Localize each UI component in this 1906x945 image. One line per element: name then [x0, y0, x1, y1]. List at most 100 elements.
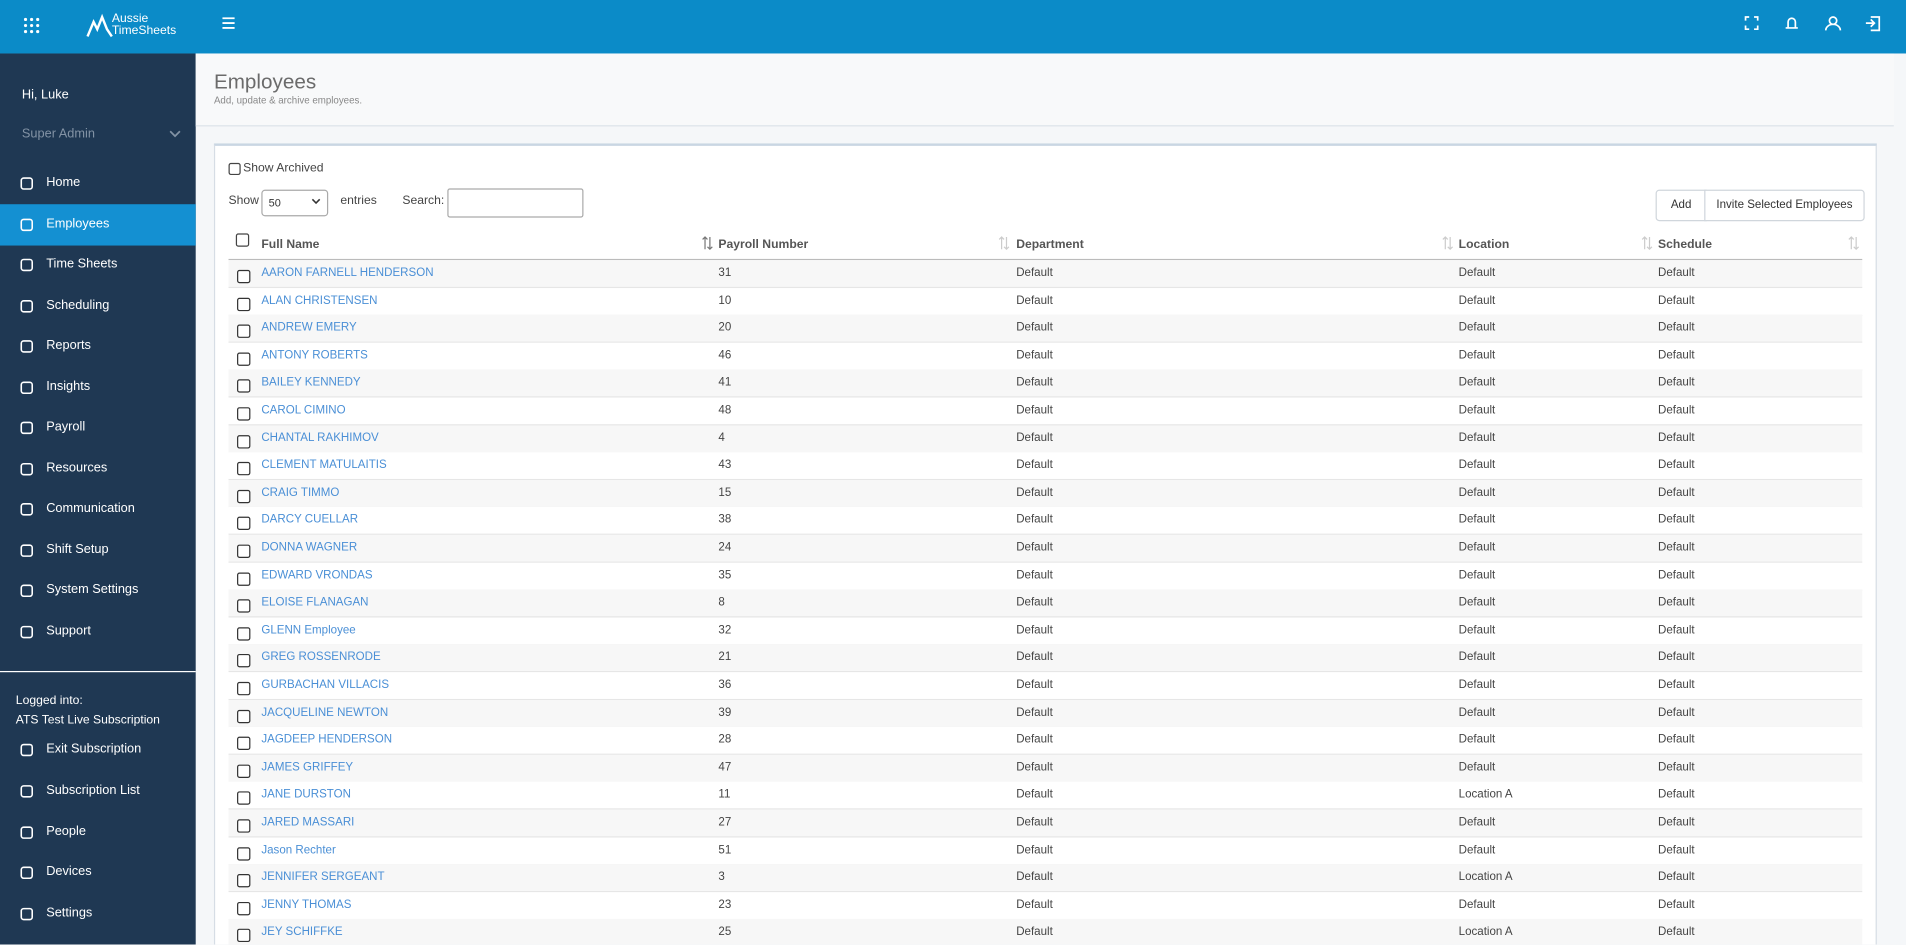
employee-link[interactable]: JENNY THOMAS	[261, 898, 352, 912]
show-archived-label[interactable]: Show Archived	[243, 161, 324, 176]
cell: Default	[1658, 733, 1695, 747]
employee-link[interactable]: GREG ROSSENRODE	[261, 650, 381, 665]
row-checkbox[interactable]	[237, 379, 251, 394]
row-checkbox[interactable]	[237, 626, 251, 641]
nav-icon	[20, 421, 34, 435]
row-checkbox[interactable]	[237, 681, 251, 696]
employee-link[interactable]: CAROL CIMINO	[261, 403, 346, 417]
nav-item[interactable]: Subscription List	[46, 782, 140, 798]
employee-link[interactable]: GLENN Employee	[261, 623, 356, 637]
role-select[interactable]: Super Admin	[21, 126, 95, 142]
row-checkbox[interactable]	[237, 874, 251, 888]
row-checkbox[interactable]	[237, 901, 251, 916]
sort-icon[interactable]	[998, 236, 1010, 251]
invite-button[interactable]: Invite Selected Employees	[1704, 189, 1865, 222]
employee-link[interactable]: JAGDEEP HENDERSON	[261, 733, 393, 747]
employee-link[interactable]: CHANTAL RAKHIMOV	[261, 431, 379, 445]
select-all-checkbox[interactable]	[235, 233, 250, 247]
row-checkbox[interactable]	[237, 846, 251, 861]
employee-link[interactable]: AARON FARNELL HENDERSON	[261, 266, 434, 280]
employee-link[interactable]: JENNIFER SERGEANT	[261, 870, 385, 884]
row-checkbox[interactable]	[237, 791, 251, 806]
row-checkbox[interactable]	[237, 462, 251, 476]
nav-item[interactable]: Scheduling	[46, 297, 110, 312]
employee-link[interactable]: ALAN CHRISTENSEN	[261, 293, 378, 308]
employee-link[interactable]: JEY SCHIFFKE	[261, 925, 343, 939]
cell: Default	[1016, 843, 1053, 857]
employee-link[interactable]: DONNA WAGNER	[261, 540, 358, 555]
logo[interactable]: Aussie TimeSheets	[111, 12, 177, 38]
top-icons[interactable]	[1744, 16, 1890, 33]
column-header[interactable]: Location	[1458, 238, 1510, 252]
nav-item[interactable]: Exit Subscription	[46, 741, 142, 757]
apps-icon[interactable]	[23, 17, 40, 34]
column-header[interactable]: Schedule	[1658, 238, 1713, 252]
employee-link[interactable]: JARED MASSARI	[261, 815, 355, 830]
add-button[interactable]: Add	[1655, 189, 1707, 222]
sort-icon[interactable]	[1442, 236, 1454, 251]
nav-item[interactable]: Resources	[46, 460, 108, 475]
nav-item[interactable]: Settings	[46, 905, 93, 921]
row-checkbox[interactable]	[237, 297, 251, 311]
row-checkbox[interactable]	[237, 599, 251, 613]
row-bg	[228, 534, 1863, 563]
row-checkbox[interactable]	[237, 572, 251, 586]
nav-item[interactable]: People	[46, 823, 86, 839]
employee-link[interactable]: DARCY CUELLAR	[261, 513, 359, 527]
employee-link[interactable]: JANE DURSTON	[261, 788, 351, 802]
cell: Default	[1458, 266, 1496, 280]
cell: Default	[1658, 321, 1695, 335]
menu-toggle[interactable]	[221, 16, 236, 31]
nav-item[interactable]: Devices	[46, 864, 92, 880]
column-header[interactable]: Payroll Number	[718, 238, 809, 252]
row-checkbox[interactable]	[237, 544, 251, 558]
nav-item[interactable]: Time Sheets	[46, 256, 118, 272]
row-checkbox[interactable]	[237, 819, 251, 833]
nav-item[interactable]: Shift Setup	[46, 541, 109, 557]
nav-item[interactable]: System Settings	[46, 582, 139, 597]
sort-icon[interactable]	[701, 236, 713, 251]
employee-link[interactable]: GURBACHAN VILLACIS	[261, 678, 390, 692]
nav-icon	[20, 462, 34, 475]
show-archived-checkbox[interactable]	[228, 162, 241, 176]
row-checkbox[interactable]	[237, 489, 251, 503]
nav-icon	[20, 258, 34, 272]
row-checkbox[interactable]	[237, 654, 251, 668]
employee-link[interactable]: CLEMENT MATULAITIS	[261, 458, 387, 472]
row-checkbox[interactable]	[237, 324, 251, 339]
sort-icon[interactable]	[1641, 236, 1653, 251]
row-checkbox[interactable]	[237, 517, 251, 531]
search-input[interactable]	[447, 188, 584, 218]
column-header[interactable]: Full Name	[261, 238, 320, 252]
sort-icon[interactable]	[1848, 236, 1860, 251]
row-checkbox[interactable]	[237, 709, 251, 723]
employee-link[interactable]: EDWARD VRONDAS	[261, 568, 373, 582]
employee-link[interactable]: Jason Rechter	[261, 843, 336, 857]
column-header[interactable]: Department	[1016, 238, 1084, 252]
nav-item[interactable]: Support	[46, 622, 91, 638]
nav-item[interactable]: Home	[46, 175, 81, 190]
row-bg	[228, 397, 1863, 426]
row-checkbox[interactable]	[237, 352, 251, 366]
nav-item[interactable]: Insights	[46, 378, 91, 394]
cell: Default	[1658, 650, 1695, 665]
row-checkbox[interactable]	[237, 929, 251, 943]
employee-link[interactable]: ANTONY ROBERTS	[261, 348, 368, 362]
row-checkbox[interactable]	[237, 764, 251, 778]
nav-item[interactable]: Payroll	[46, 419, 86, 434]
employee-link[interactable]: JACQUELINE NEWTON	[261, 705, 389, 720]
employee-link[interactable]: ELOISE FLANAGAN	[261, 595, 369, 610]
row-checkbox[interactable]	[237, 269, 251, 284]
nav-item[interactable]: Communication	[46, 500, 135, 516]
nav-item[interactable]: Reports	[46, 337, 91, 353]
row-checkbox[interactable]	[237, 736, 251, 751]
entries-select[interactable]: 50	[261, 189, 329, 217]
employee-link[interactable]: CRAIG TIMMO	[261, 485, 340, 500]
employee-link[interactable]: BAILEY KENNEDY	[261, 376, 361, 390]
nav-item[interactable]: Employees	[46, 215, 110, 231]
employee-link[interactable]: ANDREW EMERY	[261, 321, 357, 335]
row-checkbox[interactable]	[237, 407, 251, 421]
employee-link[interactable]: JAMES GRIFFEY	[261, 760, 354, 775]
nav-icon	[20, 825, 34, 839]
row-checkbox[interactable]	[237, 434, 251, 449]
